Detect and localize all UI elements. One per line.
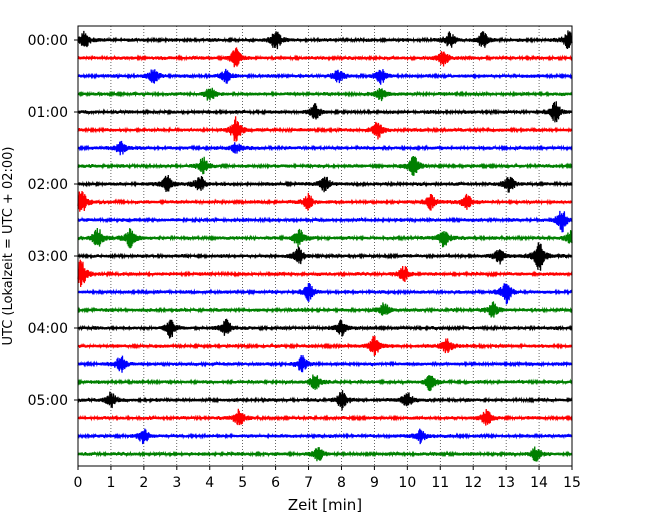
seismogram-trace-0015 xyxy=(77,47,573,68)
x-tick-label: 12 xyxy=(464,475,482,491)
y-tick-label: 03:00 xyxy=(28,249,68,265)
seismogram-trace-0345 xyxy=(77,301,573,318)
y-axis-label: UTC (Lokalzeit = UTC + 02:00) xyxy=(1,147,16,346)
seismogram-trace-0400 xyxy=(77,318,573,339)
seismogram-trace-0545 xyxy=(77,446,573,462)
seismogram-trace-0215 xyxy=(77,190,573,212)
seismogram-trace-0330 xyxy=(77,283,573,305)
y-tick-label: 02:00 xyxy=(28,177,68,193)
seismogram-trace-0445 xyxy=(77,374,573,392)
x-tick-label: 2 xyxy=(139,475,148,491)
x-tick-label: 4 xyxy=(205,475,214,491)
seismogram-trace-0000 xyxy=(77,30,573,50)
seismogram-trace-0300 xyxy=(77,242,573,271)
y-tick-label: 04:00 xyxy=(28,321,68,337)
x-tick-label: 7 xyxy=(304,475,313,491)
x-axis-label: Zeit [min] xyxy=(288,496,362,514)
x-tick-label: 0 xyxy=(74,475,83,491)
seismogram-trace-0145 xyxy=(77,156,573,176)
x-tick-label: 14 xyxy=(530,475,548,491)
x-tick-label: 15 xyxy=(563,475,581,491)
seismogram-trace-0100 xyxy=(77,101,573,123)
y-ticks: 00:00 01:00 02:00 03:00 04:00 05:00 xyxy=(28,33,78,409)
seismogram-trace-0115 xyxy=(77,116,573,142)
seismogram-trace-0200 xyxy=(77,175,573,193)
seismogram-trace-0030 xyxy=(77,68,573,85)
seismogram-trace-0530 xyxy=(77,428,573,445)
x-ticks: 0 1 2 3 4 5 6 7 8 9 10 11 12 13 14 15 xyxy=(74,466,581,491)
seismogram-trace-0230 xyxy=(77,210,573,233)
seismogram-trace-0245 xyxy=(77,228,573,249)
trace-layer xyxy=(77,30,573,462)
plot-frame xyxy=(77,25,573,467)
x-tick-label: 5 xyxy=(238,475,247,491)
seismogram-trace-0315 xyxy=(77,259,573,287)
seismogram-trace-0430 xyxy=(77,355,573,373)
seismogram-trace-0045 xyxy=(77,87,573,102)
seismogram-trace-0415 xyxy=(77,335,573,357)
seismogram-trace-0130 xyxy=(77,140,573,156)
seismogram-trace-0515 xyxy=(77,408,573,426)
x-tick-label: 11 xyxy=(431,475,449,491)
y-tick-label: 05:00 xyxy=(28,393,68,409)
x-tick-label: 3 xyxy=(172,475,181,491)
y-tick-label: 00:00 xyxy=(28,33,68,49)
y-tick-label: 01:00 xyxy=(28,105,68,121)
x-tick-label: 9 xyxy=(370,475,379,491)
x-tick-label: 13 xyxy=(497,475,515,491)
grid-layer xyxy=(110,26,540,466)
x-tick-label: 8 xyxy=(337,475,346,491)
x-tick-label: 10 xyxy=(398,475,416,491)
x-tick-label: 1 xyxy=(106,475,115,491)
x-tick-label: 6 xyxy=(271,475,280,491)
seismogram-trace-0500 xyxy=(77,390,573,411)
